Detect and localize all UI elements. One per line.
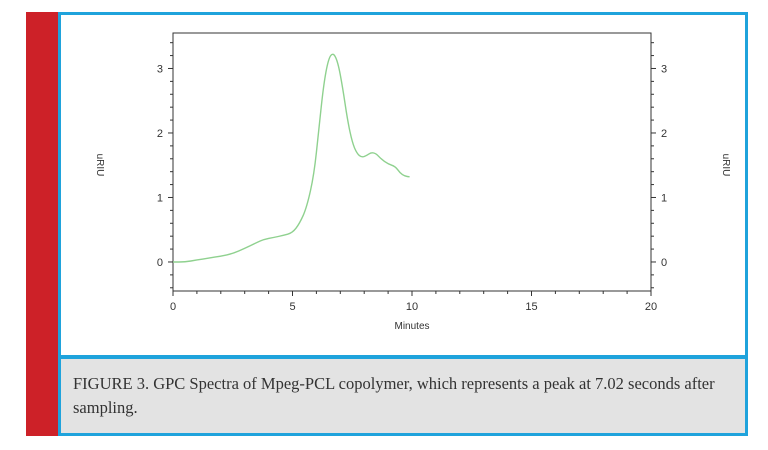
x-axis-title: Minutes [394,321,429,332]
figure-caption: FIGURE 3. GPC Spectra of Mpeg-PCL copoly… [73,374,715,417]
x-tick-label-20: 20 [645,301,657,313]
plot-area [172,32,652,292]
chromatogram-line [173,53,410,263]
y2-tick-label-2: 2 [661,128,667,140]
right-y-axis-title: uRIU [720,154,731,177]
y-tick-label-2: 2 [157,128,163,140]
figure-frame: 0 5 10 15 20 0 0 1 1 2 2 3 3 Minutes uRIU uRIU FIGUR… [58,12,748,436]
red-accent-bar [26,12,58,436]
y-tick-label-1: 1 [157,192,163,204]
x-tick-label-10: 10 [406,301,418,313]
x-tick-label-0: 0 [170,301,176,313]
y-tick-label-0: 0 [157,257,163,269]
y2-tick-label-1: 1 [661,192,667,204]
gpc-chart: 0 5 10 15 20 0 0 1 1 2 2 3 3 Minutes uRIU uRIU [94,32,731,332]
x-tick-label-15: 15 [525,301,537,313]
caption-box: FIGURE 3. GPC Spectra of Mpeg-PCL copoly… [61,359,745,433]
y2-tick-label-3: 3 [661,63,667,75]
caption-divider [61,355,745,359]
y-axis-title: uRIU [94,154,105,177]
y-tick-label-3: 3 [157,63,163,75]
x-tick-label-5: 5 [289,301,295,313]
y2-tick-label-0: 0 [661,257,667,269]
